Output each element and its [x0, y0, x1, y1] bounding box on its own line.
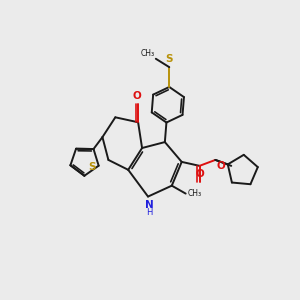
Text: CH₃: CH₃: [188, 189, 202, 198]
Text: S: S: [88, 162, 96, 172]
Text: N: N: [145, 200, 153, 211]
Text: H: H: [146, 208, 152, 217]
Text: S: S: [166, 54, 173, 64]
Text: CH₃: CH₃: [141, 49, 155, 58]
Text: O: O: [195, 169, 204, 179]
Text: O: O: [133, 92, 142, 101]
Text: O: O: [216, 161, 225, 171]
